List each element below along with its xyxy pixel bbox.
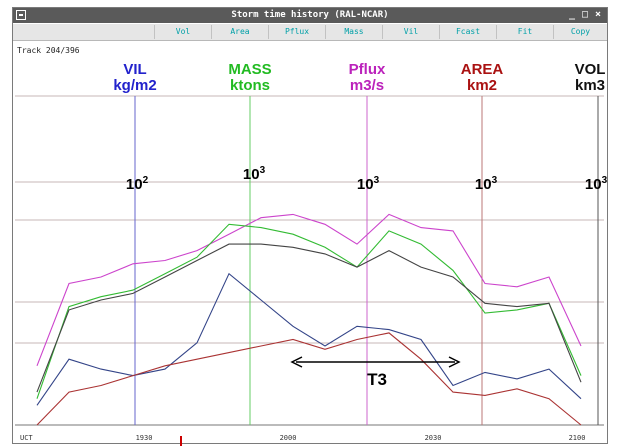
time-tick-label: 2000 <box>280 434 297 442</box>
time-tick-label: 1930 <box>136 434 153 442</box>
vil-header-unit: kg/m2 <box>113 77 156 94</box>
pflux-series-line <box>36 213 582 366</box>
mass-header-name: MASS <box>228 61 271 78</box>
t3-arrow-left-head <box>290 356 303 368</box>
pflux-scale-label: 103 <box>357 175 380 193</box>
close-icon[interactable]: × <box>594 9 602 20</box>
menu-pflux-button[interactable]: Pflux <box>268 25 325 39</box>
vol-series-line <box>36 243 582 393</box>
vil-header-name: VIL <box>123 61 146 78</box>
area-header-unit: km2 <box>467 77 497 94</box>
area-scale-label: 103 <box>475 175 498 193</box>
system-menu-icon[interactable] <box>16 10 26 20</box>
mass-series-line <box>36 223 582 399</box>
vil-series-line <box>36 272 582 406</box>
menu-vol-button[interactable]: Vol <box>154 25 211 39</box>
vol-header-name: VOL <box>575 61 606 78</box>
menu-area-button[interactable]: Area <box>211 25 268 39</box>
maximize-icon[interactable]: □ <box>581 9 589 20</box>
title-bar: Storm time history (RAL-NCAR) _ □ × <box>13 8 607 23</box>
menu-copy-button[interactable]: Copy <box>553 25 607 39</box>
area-header-name: AREA <box>461 61 504 78</box>
menu-mass-button[interactable]: Mass <box>325 25 382 39</box>
mass-scale-label: 103 <box>243 165 266 183</box>
menu-fcast-button[interactable]: Fcast <box>439 25 496 39</box>
minimize-icon[interactable]: _ <box>568 9 576 20</box>
vil-scale-label: 102 <box>126 175 149 193</box>
menu-fit-button[interactable]: Fit <box>496 25 553 39</box>
menu-vil-button[interactable]: Vil <box>382 25 439 39</box>
t3-arrow-right-head <box>448 356 461 368</box>
track-label: Track 204/396 <box>17 46 80 55</box>
window-title: Storm time history (RAL-NCAR) <box>231 10 389 20</box>
mass-header-unit: ktons <box>230 77 270 94</box>
time-tick-label: 2100 <box>569 434 586 442</box>
area-series-line <box>36 332 582 426</box>
vol-header-unit: km3 <box>575 77 605 94</box>
time-axis-unit: UCT <box>20 434 33 442</box>
t3-label: T3 <box>367 370 387 389</box>
vol-scale-label: 103 <box>585 175 608 193</box>
pflux-header-name: Pflux <box>349 61 386 78</box>
menu-bar: Vol Area Pflux Mass Vil Fcast Fit Copy <box>13 24 607 41</box>
pflux-header-unit: m3/s <box>350 77 384 94</box>
time-tick-label: 2030 <box>425 434 442 442</box>
